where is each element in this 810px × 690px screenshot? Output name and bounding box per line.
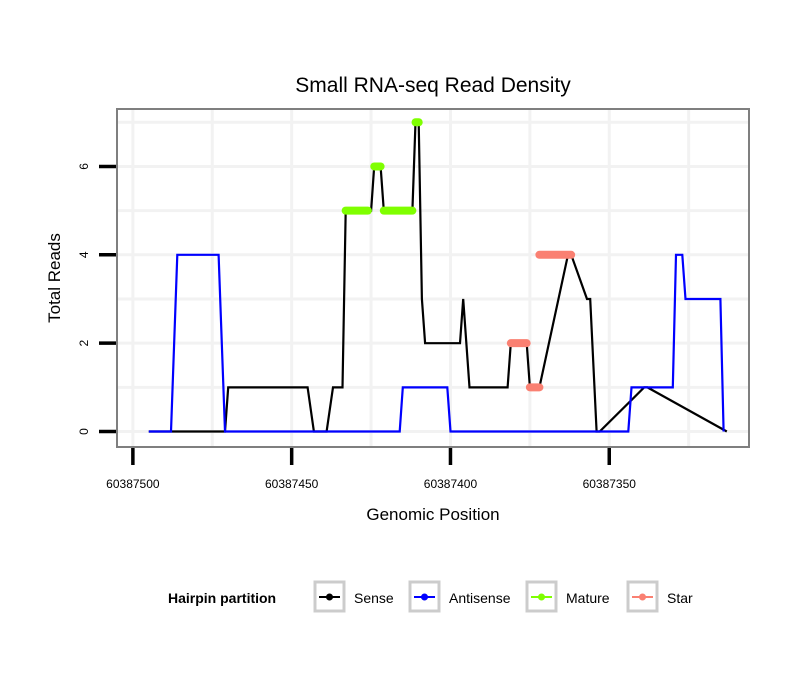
legend-label: Mature (566, 590, 610, 606)
y-tick-label: 2 (77, 340, 91, 347)
legend-label: Antisense (449, 590, 511, 606)
legend-title: Hairpin partition (168, 590, 276, 606)
y-axis: 0 2 4 6 (77, 163, 116, 435)
chart-title: Small RNA-seq Read Density (295, 74, 571, 97)
legend-item-antisense: Antisense (408, 580, 511, 613)
y-tick-label: 0 (77, 428, 91, 435)
legend-label: Star (667, 590, 693, 606)
legend-item-mature: Mature (525, 580, 610, 613)
x-axis-title: Genomic Position (366, 505, 499, 524)
y-axis-title: Total Reads (45, 233, 64, 323)
x-tick-label: 60387350 (583, 477, 637, 491)
legend-item-sense: Sense (313, 580, 394, 613)
legend-item-star: Star (626, 580, 693, 613)
legend-key-point (326, 593, 333, 601)
series-line-sense (148, 121, 728, 433)
legend-label: Sense (354, 590, 394, 606)
legend-key-point (421, 593, 428, 601)
x-tick-label: 60387500 (106, 477, 160, 491)
y-tick-label: 6 (77, 163, 91, 170)
series-line-antisense (148, 253, 725, 433)
series-lines (148, 121, 728, 433)
plot-panel (116, 108, 750, 448)
legend-key-point (538, 593, 545, 601)
x-axis: 60387500 60387450 60387400 60387350 (106, 448, 636, 491)
panel-border (116, 108, 750, 448)
y-tick-label: 4 (77, 251, 91, 258)
legend-key-point (639, 593, 646, 601)
legend: Hairpin partition Sense Antisense Mature St… (168, 580, 693, 613)
series-points (341, 118, 576, 392)
x-tick-label: 60387450 (265, 477, 319, 491)
x-tick-label: 60387400 (424, 477, 478, 491)
